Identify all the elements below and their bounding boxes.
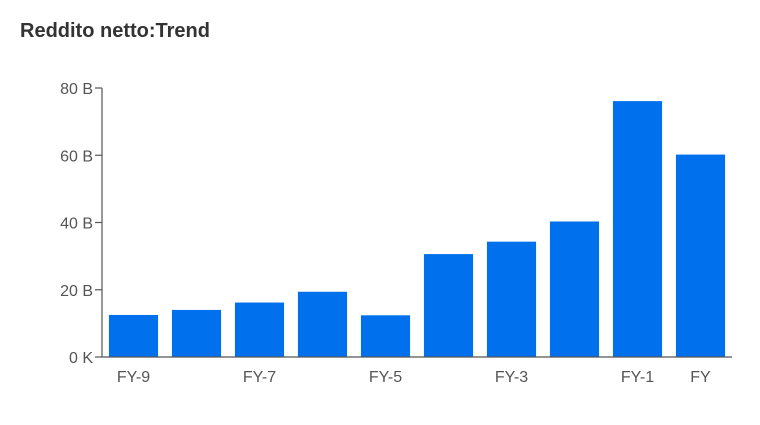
bar-fy-2[interactable] — [549, 221, 600, 357]
x-tick-label: FY-1 — [621, 369, 654, 386]
y-tick-label: 80 B — [60, 81, 93, 98]
x-tick-label: FY-3 — [495, 369, 528, 386]
bar-fy-5[interactable] — [360, 315, 411, 357]
y-axis: 0 K 20 B 40 B 60 B 80 B — [60, 81, 103, 367]
x-tick-label: FY-7 — [243, 369, 276, 386]
bars-group — [108, 101, 726, 358]
bar-fy-7[interactable] — [234, 302, 285, 357]
y-tick-label: 60 B — [60, 148, 93, 165]
chart-title: Reddito netto:Trend — [20, 20, 210, 42]
y-tick-label: 0 K — [69, 350, 93, 367]
bar-fy-8[interactable] — [171, 309, 222, 357]
bar-fy-6[interactable] — [297, 291, 348, 357]
bar-fy-3[interactable] — [486, 241, 537, 357]
x-tick-label: FY-5 — [369, 369, 402, 386]
y-tick-label: 20 B — [60, 283, 93, 300]
x-tick-label: FY — [690, 369, 711, 386]
y-tick-label: 40 B — [60, 216, 93, 233]
bar-fy-4[interactable] — [423, 254, 474, 357]
x-axis: FY-9 FY-7 FY-5 FY-3 FY-1 FY — [102, 356, 732, 386]
bar-fy-1[interactable] — [612, 101, 663, 358]
bar-fy-9[interactable] — [108, 314, 159, 357]
bar-fy[interactable] — [675, 154, 726, 357]
x-tick-label: FY-9 — [117, 369, 150, 386]
